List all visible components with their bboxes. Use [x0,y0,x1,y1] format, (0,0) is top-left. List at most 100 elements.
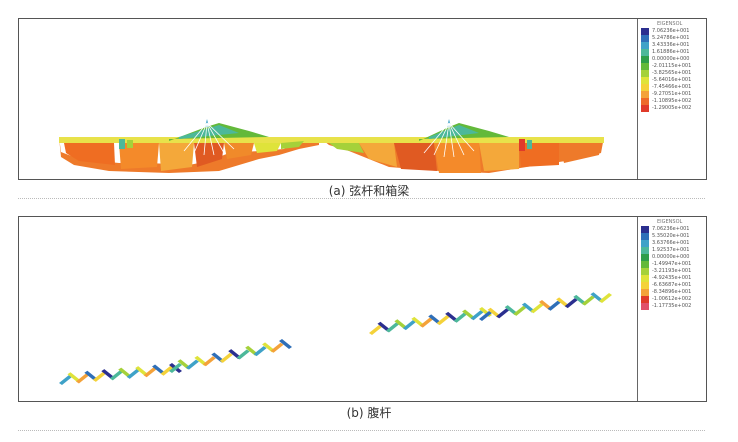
caption-b: (b) 腹杆 [346,406,392,420]
web-ribbon-1 [59,363,182,385]
legend-label: 5.35020e+001 [652,233,690,239]
legend-entry: -3.21193e+001 [639,268,705,275]
web-member [394,319,408,330]
legend-entry: 3.43336e+001 [639,42,705,49]
legend-label: -6.63687e+001 [652,282,692,288]
contour-panel-chords-girder: EIGENSOL 7.06236e+001 5.24786e+001 3.43336… [18,18,707,180]
legend-swatch [641,105,649,112]
web-member [445,311,459,322]
legend-entry: 1.92537e+001 [639,247,705,254]
web-ribbon-4 [479,292,612,321]
legend-entry: -9.27051e+001 [639,91,705,98]
web-member [590,292,604,303]
legend-swatch [641,289,649,296]
legend-header: EIGENSOL [657,219,683,225]
legend-entry: -1.17735e+002 [639,303,705,310]
web-member [539,300,552,310]
web-member [453,312,467,323]
legend-swatch [641,268,649,275]
web-member [504,305,518,316]
web-member [75,373,89,384]
legend-entry: -2.01115e+001 [639,63,705,70]
legend-swatch [641,42,649,49]
web-member [385,322,399,333]
web-member [369,325,382,335]
caption-rule [18,198,705,199]
legend-swatch [641,70,649,77]
web-member [521,302,535,313]
contour-panel-web-members: EIGENSOL 7.06236e+001 5.35020e+001 3.63766… [18,216,707,402]
right-span-contour [319,119,604,173]
legend-entry: -6.63687e+001 [639,282,705,289]
legend-swatch [641,91,649,98]
legend-entry: 1.61886e+001 [639,49,705,56]
legend-swatch [641,56,649,63]
web-member [270,342,284,353]
legend-divider [637,19,638,179]
girder-contour-plot [59,119,604,173]
web-member [118,367,132,378]
web-member [411,316,425,327]
web-member [402,320,416,331]
legend-entry: -1.00612e+002 [639,296,705,303]
legend-label: 7.06236e+001 [652,28,690,34]
legend-entry: -7.45466e+001 [639,84,705,91]
legend-entry: 0.00000e+000 [639,56,705,63]
legend-label: 5.24786e+001 [652,35,690,41]
legend-label: -2.01115e+001 [652,63,692,69]
legend-entry: -5.64016e+001 [639,77,705,84]
web-member [581,295,595,306]
legend-entry: -3.82565e+001 [639,70,705,77]
legend-entry: -8.34896e+001 [639,289,705,296]
web-member [547,300,561,311]
web-member [135,366,149,377]
legend-swatch [641,49,649,56]
legend-swatch [641,226,649,233]
web-member [573,294,587,305]
legend-label: -7.45466e+001 [652,84,692,90]
legend-swatch [641,63,649,70]
web-member [419,317,433,328]
web-member [496,308,510,319]
legend-label: 0.00000e+000 [652,254,690,260]
legend-label: 0.00000e+000 [652,56,690,62]
legend-swatch [641,35,649,42]
web-member [143,367,157,378]
legend-entry: 7.06236e+001 [639,226,705,233]
legend-label: -5.64016e+001 [652,77,692,83]
legend-label: -3.82565e+001 [652,70,692,76]
web-member [479,311,492,321]
web-member [160,365,174,376]
legend-swatch [641,28,649,35]
legend-entry: 3.63766e+001 [639,240,705,247]
legend-swatch [641,275,649,282]
web-member [126,368,140,379]
web-member [253,346,267,357]
legend-label: -4.92435e+001 [652,275,692,281]
web-ribbon-3 [369,307,492,335]
caption-rule [18,430,705,431]
web-member [67,372,81,383]
web-member [279,339,292,349]
legend-swatch [641,77,649,84]
legend-label: 1.61886e+001 [652,49,690,55]
web-member [92,371,106,382]
legend-swatch [641,296,649,303]
legend-entry: -1.10895e+002 [639,98,705,105]
legend-entry: -1.49947e+001 [639,261,705,268]
web-member [377,321,391,332]
legend-swatch [641,261,649,268]
legend-swatch [641,282,649,289]
web-member [530,303,544,314]
web-member [556,297,570,308]
legend-swatch [641,303,649,310]
legend-swatch [641,84,649,91]
web-ribbon-2 [169,339,292,373]
web-member [185,359,199,370]
caption-a: (a) 弦杆和箱梁 [328,184,410,198]
legend-entry: 5.35020e+001 [639,233,705,240]
web-member [513,305,527,316]
legend-swatch [641,247,649,254]
legend-header: EIGENSOL [657,21,683,27]
web-member [202,356,216,367]
